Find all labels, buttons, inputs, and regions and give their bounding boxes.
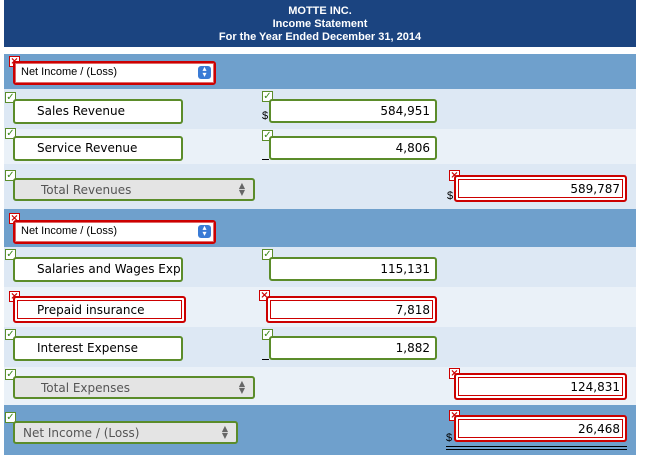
chevron-updown-icon: ▲ ▼	[238, 379, 245, 395]
double-underline-bottom	[446, 449, 627, 450]
statement-title: Income Statement	[272, 18, 368, 30]
total-revenues-select[interactable]: Total Revenues ▲ ▼	[13, 178, 255, 201]
prepaid-insurance-value: 7,818	[395, 303, 430, 317]
interest-expense-label: Interest Expense	[37, 341, 138, 355]
incorrect-icon: ×	[259, 290, 270, 301]
sales-revenue-value: 584,951	[380, 104, 430, 118]
sales-revenue-amount[interactable]: 584,951	[269, 99, 437, 123]
dollar-sign: $	[446, 432, 453, 444]
revenues-section-select-value: Net Income / (Loss)	[21, 66, 117, 78]
correct-icon: ✓	[5, 128, 16, 139]
total-revenues-amount[interactable]: 589,787	[454, 175, 627, 202]
dollar-sign: $	[262, 110, 269, 122]
correct-icon: ✓	[5, 92, 16, 103]
interest-expense-field[interactable]: Interest Expense	[13, 336, 183, 361]
underline	[262, 159, 269, 160]
service-revenue-field[interactable]: Service Revenue	[13, 136, 183, 161]
net-income-amount[interactable]: 26,468	[454, 415, 627, 442]
correct-icon: ✓	[262, 249, 273, 260]
salaries-value: 115,131	[380, 262, 430, 276]
expenses-section-select-value: Net Income / (Loss)	[21, 225, 117, 237]
statement-header: MOTTE INC. Income Statement For the Year…	[4, 0, 636, 47]
correct-icon: ✓	[5, 249, 16, 260]
chevron-updown-icon: ▲ ▼	[221, 424, 228, 440]
correct-icon: ✓	[262, 329, 273, 340]
interest-expense-amount[interactable]: 1,882	[269, 336, 437, 360]
dollar-sign: $	[447, 190, 454, 202]
net-income-value: 26,468	[578, 422, 620, 436]
chevron-updown-icon: ▴ ▾	[198, 224, 211, 238]
net-income-select[interactable]: Net Income / (Loss) ▲ ▼	[13, 421, 238, 444]
prepaid-insurance-field[interactable]: Prepaid insurance	[13, 296, 186, 323]
service-revenue-value: 4,806	[395, 141, 430, 155]
salaries-field[interactable]: Salaries and Wages Exp	[13, 257, 183, 282]
total-expenses-label: Total Expenses	[41, 381, 131, 395]
prepaid-insurance-label: Prepaid insurance	[37, 303, 145, 317]
interest-expense-value: 1,882	[395, 341, 430, 355]
double-underline-top	[446, 446, 627, 447]
sales-revenue-field[interactable]: Sales Revenue	[13, 99, 183, 124]
service-revenue-label: Service Revenue	[37, 141, 138, 155]
correct-icon: ✓	[262, 91, 273, 102]
correct-icon: ✓	[5, 369, 16, 380]
total-expenses-amount[interactable]: 124,831	[454, 373, 627, 400]
correct-icon: ✓	[5, 412, 16, 423]
prepaid-insurance-amount[interactable]: 7,818	[266, 296, 437, 323]
service-revenue-amount[interactable]: 4,806	[269, 136, 437, 160]
correct-icon: ✓	[5, 329, 16, 340]
company-name: MOTTE INC.	[288, 5, 352, 17]
salaries-label: Salaries and Wages Exp	[37, 262, 181, 276]
total-expenses-value: 124,831	[570, 380, 620, 394]
underline	[262, 359, 269, 360]
chevron-updown-icon: ▴ ▾	[198, 65, 211, 79]
net-income-label: Net Income / (Loss)	[23, 426, 140, 440]
correct-icon: ✓	[5, 170, 16, 181]
total-expenses-select[interactable]: Total Expenses ▲ ▼	[13, 376, 255, 399]
expenses-section-select[interactable]: Net Income / (Loss) ▴ ▾	[13, 220, 216, 244]
salaries-amount[interactable]: 115,131	[269, 257, 437, 281]
chevron-updown-icon: ▲ ▼	[238, 181, 245, 197]
sales-revenue-label: Sales Revenue	[37, 104, 126, 118]
correct-icon: ✓	[262, 130, 273, 141]
revenues-section-select[interactable]: Net Income / (Loss) ▴ ▾	[13, 61, 216, 85]
total-revenues-value: 589,787	[570, 182, 620, 196]
statement-period: For the Year Ended December 31, 2014	[218, 31, 422, 43]
total-revenues-label: Total Revenues	[41, 183, 132, 197]
